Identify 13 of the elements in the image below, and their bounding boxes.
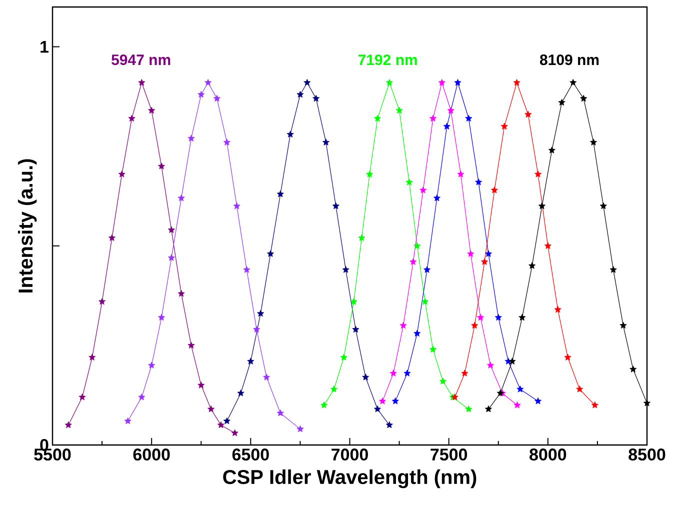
- annotation: 8109 nm: [540, 54, 599, 66]
- x-tick-label: 6000: [133, 448, 170, 461]
- x-tick-label: 7000: [332, 448, 368, 461]
- x-tick-label: 5500: [34, 448, 71, 461]
- annotation: 5947 nm: [112, 54, 170, 66]
- annotation: 7192 nm: [358, 54, 417, 66]
- x-axis-title: CSP Idler Wavelength (nm): [223, 469, 476, 488]
- x-tick-label: 8500: [628, 448, 666, 461]
- x-tick-label: 8000: [530, 448, 566, 461]
- x-tick-label: 7500: [430, 448, 468, 461]
- x-tick-label: 6500: [232, 448, 269, 461]
- y-tick-label: 1: [40, 40, 49, 53]
- y-axis-title: Intensity (a.u.): [18, 159, 37, 292]
